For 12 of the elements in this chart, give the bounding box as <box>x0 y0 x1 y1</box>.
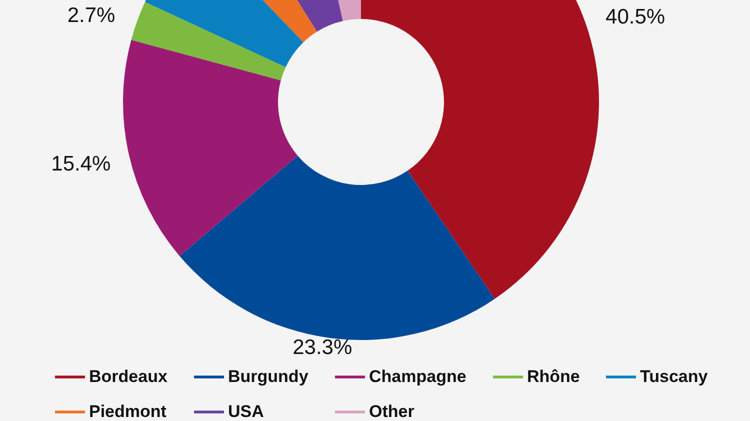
data-label: 23.3% <box>292 336 352 359</box>
legend-label: USA <box>228 402 264 421</box>
legend-label: Piedmont <box>89 402 167 421</box>
legend-label: Other <box>369 402 415 421</box>
legend-label: Champagne <box>369 367 466 386</box>
data-label: 40.5% <box>606 6 666 29</box>
legend-label: Bordeaux <box>89 367 168 386</box>
legend-label: Rhône <box>527 367 580 386</box>
data-label: 2.7% <box>67 4 116 27</box>
data-label: 15.4% <box>51 152 111 176</box>
legend-label: Tuscany <box>640 367 708 386</box>
legend-label: Burgundy <box>228 367 309 386</box>
